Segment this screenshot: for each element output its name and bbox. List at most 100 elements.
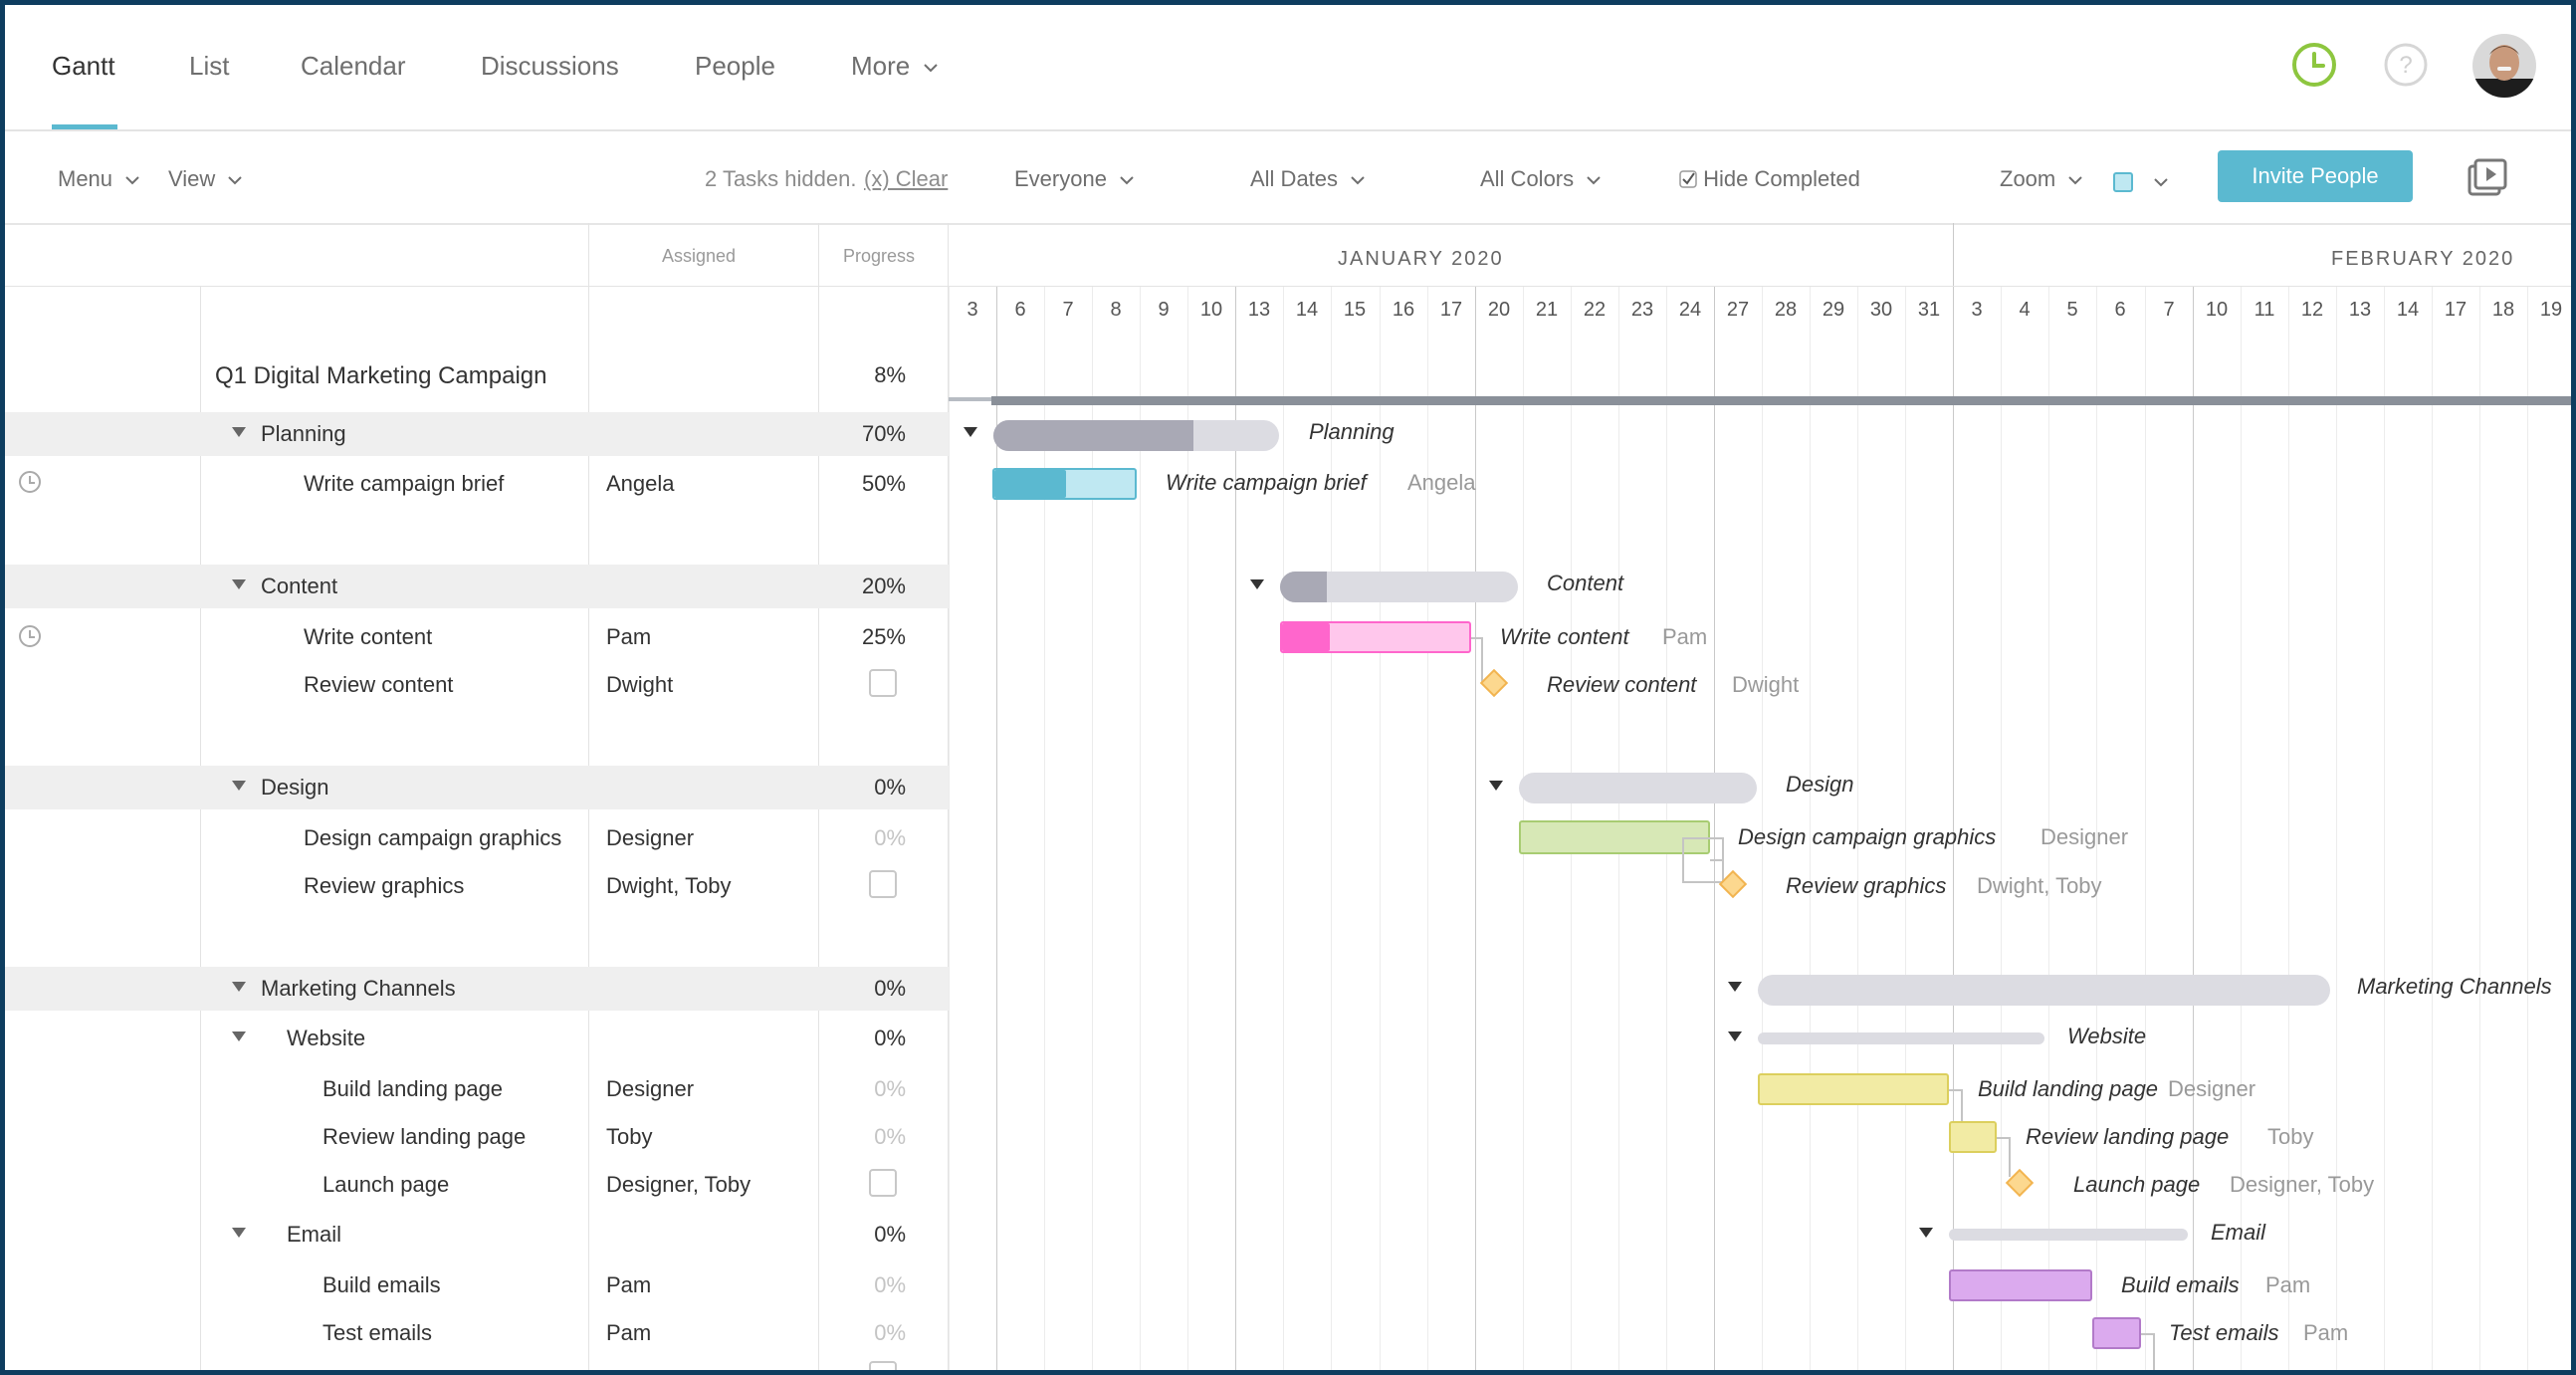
task-assignee[interactable]: Toby (606, 1124, 653, 1149)
invite-people-button[interactable]: Invite People (2218, 150, 2413, 202)
task-assignee[interactable]: Pam (606, 1320, 652, 1345)
milestone-name[interactable]: Review graphics (304, 873, 465, 898)
task-bar[interactable] (992, 468, 1137, 500)
task-grid: Assigned Progress Q1 Digital Marketing C… (5, 223, 949, 1370)
color-filter-dropdown[interactable]: All Colors (1480, 166, 1602, 192)
task-name[interactable]: Test emails (322, 1320, 433, 1345)
timeline-gridline (1283, 287, 1284, 1370)
task-name[interactable]: Build landing page (322, 1076, 504, 1101)
tab-gantt[interactable]: Gantt (52, 51, 115, 81)
task-assignee[interactable]: Pam (606, 1272, 652, 1297)
group-name[interactable]: Content (261, 573, 338, 598)
checkbox-checked-icon[interactable] (1679, 170, 1697, 188)
view-dropdown[interactable]: View (168, 166, 243, 192)
group-summary-bar[interactable] (1949, 1229, 2188, 1241)
bar-assignee: Pam (1662, 624, 1708, 649)
help-icon[interactable]: ? (2383, 42, 2429, 88)
chevron-down-icon (1587, 176, 1601, 185)
tab-more[interactable]: More (851, 51, 939, 82)
task-name[interactable]: Review landing page (322, 1124, 527, 1149)
collapse-toggle-icon[interactable] (232, 781, 246, 791)
task-progress[interactable]: 0% (874, 1320, 906, 1345)
timeline-gridline (1235, 287, 1236, 1370)
tab-calendar[interactable]: Calendar (301, 51, 406, 81)
group-summary-bar[interactable] (1758, 1032, 2044, 1044)
collapse-toggle-icon[interactable] (1919, 1228, 1933, 1238)
milestone-checkbox[interactable] (869, 669, 897, 697)
milestone-name[interactable]: Review content (304, 672, 454, 697)
task-name[interactable]: Write content (304, 624, 433, 649)
menu-dropdown[interactable]: Menu (58, 166, 140, 192)
task-progress-fill (1282, 623, 1330, 651)
collapse-toggle-icon[interactable] (232, 427, 246, 437)
tab-discussions[interactable]: Discussions (481, 51, 619, 81)
task-progress[interactable]: 0% (874, 825, 906, 850)
task-name[interactable]: Design campaign graphics (304, 825, 562, 850)
assignee-filter-dropdown[interactable]: Everyone (1014, 166, 1135, 192)
day-label: 4 (2019, 299, 2031, 321)
bar-label: Write content (1500, 624, 1629, 649)
milestone-name[interactable]: Launch page (322, 1172, 450, 1197)
group-summary-bar[interactable] (1758, 975, 2330, 1006)
task-assignee[interactable]: Designer (606, 825, 695, 850)
hide-completed-toggle[interactable]: Hide Completed (1679, 166, 1860, 192)
group-summary-bar[interactable] (1519, 773, 1757, 803)
task-progress[interactable]: 0% (874, 1124, 906, 1149)
bar-label: Content (1547, 571, 1624, 595)
task-progress[interactable]: 0% (874, 1076, 906, 1101)
color-picker-dropdown[interactable] (2113, 168, 2169, 194)
group-summary-bar[interactable] (993, 420, 1279, 451)
collapse-toggle-icon[interactable] (964, 427, 977, 437)
project-name[interactable]: Q1 Digital Marketing Campaign (215, 362, 547, 389)
task-bar[interactable] (2092, 1317, 2141, 1349)
task-progress[interactable]: 0% (874, 1272, 906, 1297)
task-bar[interactable] (1280, 621, 1471, 653)
clear-filter-link[interactable]: (x) Clear (864, 166, 949, 191)
presentation-play-icon[interactable] (2468, 158, 2507, 196)
group-name[interactable]: Planning (261, 421, 346, 446)
clock-icon[interactable] (19, 471, 41, 493)
zoom-dropdown[interactable]: Zoom (2000, 166, 2083, 192)
group-name[interactable]: Website (287, 1026, 366, 1050)
group-name[interactable]: Marketing Channels (261, 976, 456, 1001)
clock-icon[interactable] (19, 625, 41, 647)
collapse-toggle-icon[interactable] (232, 1228, 246, 1238)
collapse-toggle-icon[interactable] (1728, 982, 1742, 992)
task-assignee[interactable]: Dwight (606, 672, 674, 697)
day-label: 24 (1678, 299, 1702, 321)
task-assignee[interactable]: Designer, Toby (606, 1172, 751, 1197)
group-name[interactable]: Email (287, 1222, 342, 1247)
timeline-gridline (1810, 287, 1811, 1370)
date-filter-dropdown[interactable]: All Dates (1250, 166, 1366, 192)
collapse-toggle-icon[interactable] (232, 1031, 246, 1041)
milestone-checkbox[interactable] (869, 870, 897, 898)
group-name[interactable]: Design (261, 775, 329, 800)
project-summary-bar[interactable] (991, 396, 2571, 405)
group-summary-bar[interactable] (1280, 572, 1518, 602)
milestone-checkbox[interactable] (869, 1361, 897, 1370)
task-assignee[interactable]: Pam (606, 624, 652, 649)
day-label: 7 (1062, 299, 1074, 321)
collapse-toggle-icon[interactable] (1489, 781, 1503, 791)
milestone-checkbox[interactable] (869, 1169, 897, 1197)
tab-people[interactable]: People (695, 51, 775, 81)
collapse-toggle-icon[interactable] (232, 579, 246, 589)
task-progress[interactable]: 25% (861, 624, 906, 649)
collapse-toggle-icon[interactable] (232, 982, 246, 992)
task-name[interactable]: Write campaign brief (304, 471, 505, 496)
task-bar[interactable] (1949, 1121, 1997, 1153)
tab-list[interactable]: List (189, 51, 230, 81)
collapse-toggle-icon[interactable] (1728, 1031, 1742, 1041)
avatar[interactable] (2471, 33, 2537, 99)
task-progress[interactable]: 50% (861, 471, 906, 496)
gantt-chart: JANUARY 2020 FEBRUARY 2020 3 6 7 8 9 10 13 14 15… (949, 223, 2571, 1370)
task-name[interactable]: Build emails (322, 1272, 441, 1297)
task-assignee[interactable]: Angela (606, 471, 675, 496)
task-bar[interactable] (1949, 1269, 2092, 1301)
milestone-diamond[interactable] (1479, 668, 1509, 698)
task-bar[interactable] (1758, 1073, 1949, 1105)
collapse-toggle-icon[interactable] (1250, 579, 1264, 589)
task-assignee[interactable]: Designer (606, 1076, 695, 1101)
task-assignee[interactable]: Dwight, Toby (606, 873, 732, 898)
time-tracking-icon[interactable] (2291, 42, 2337, 88)
